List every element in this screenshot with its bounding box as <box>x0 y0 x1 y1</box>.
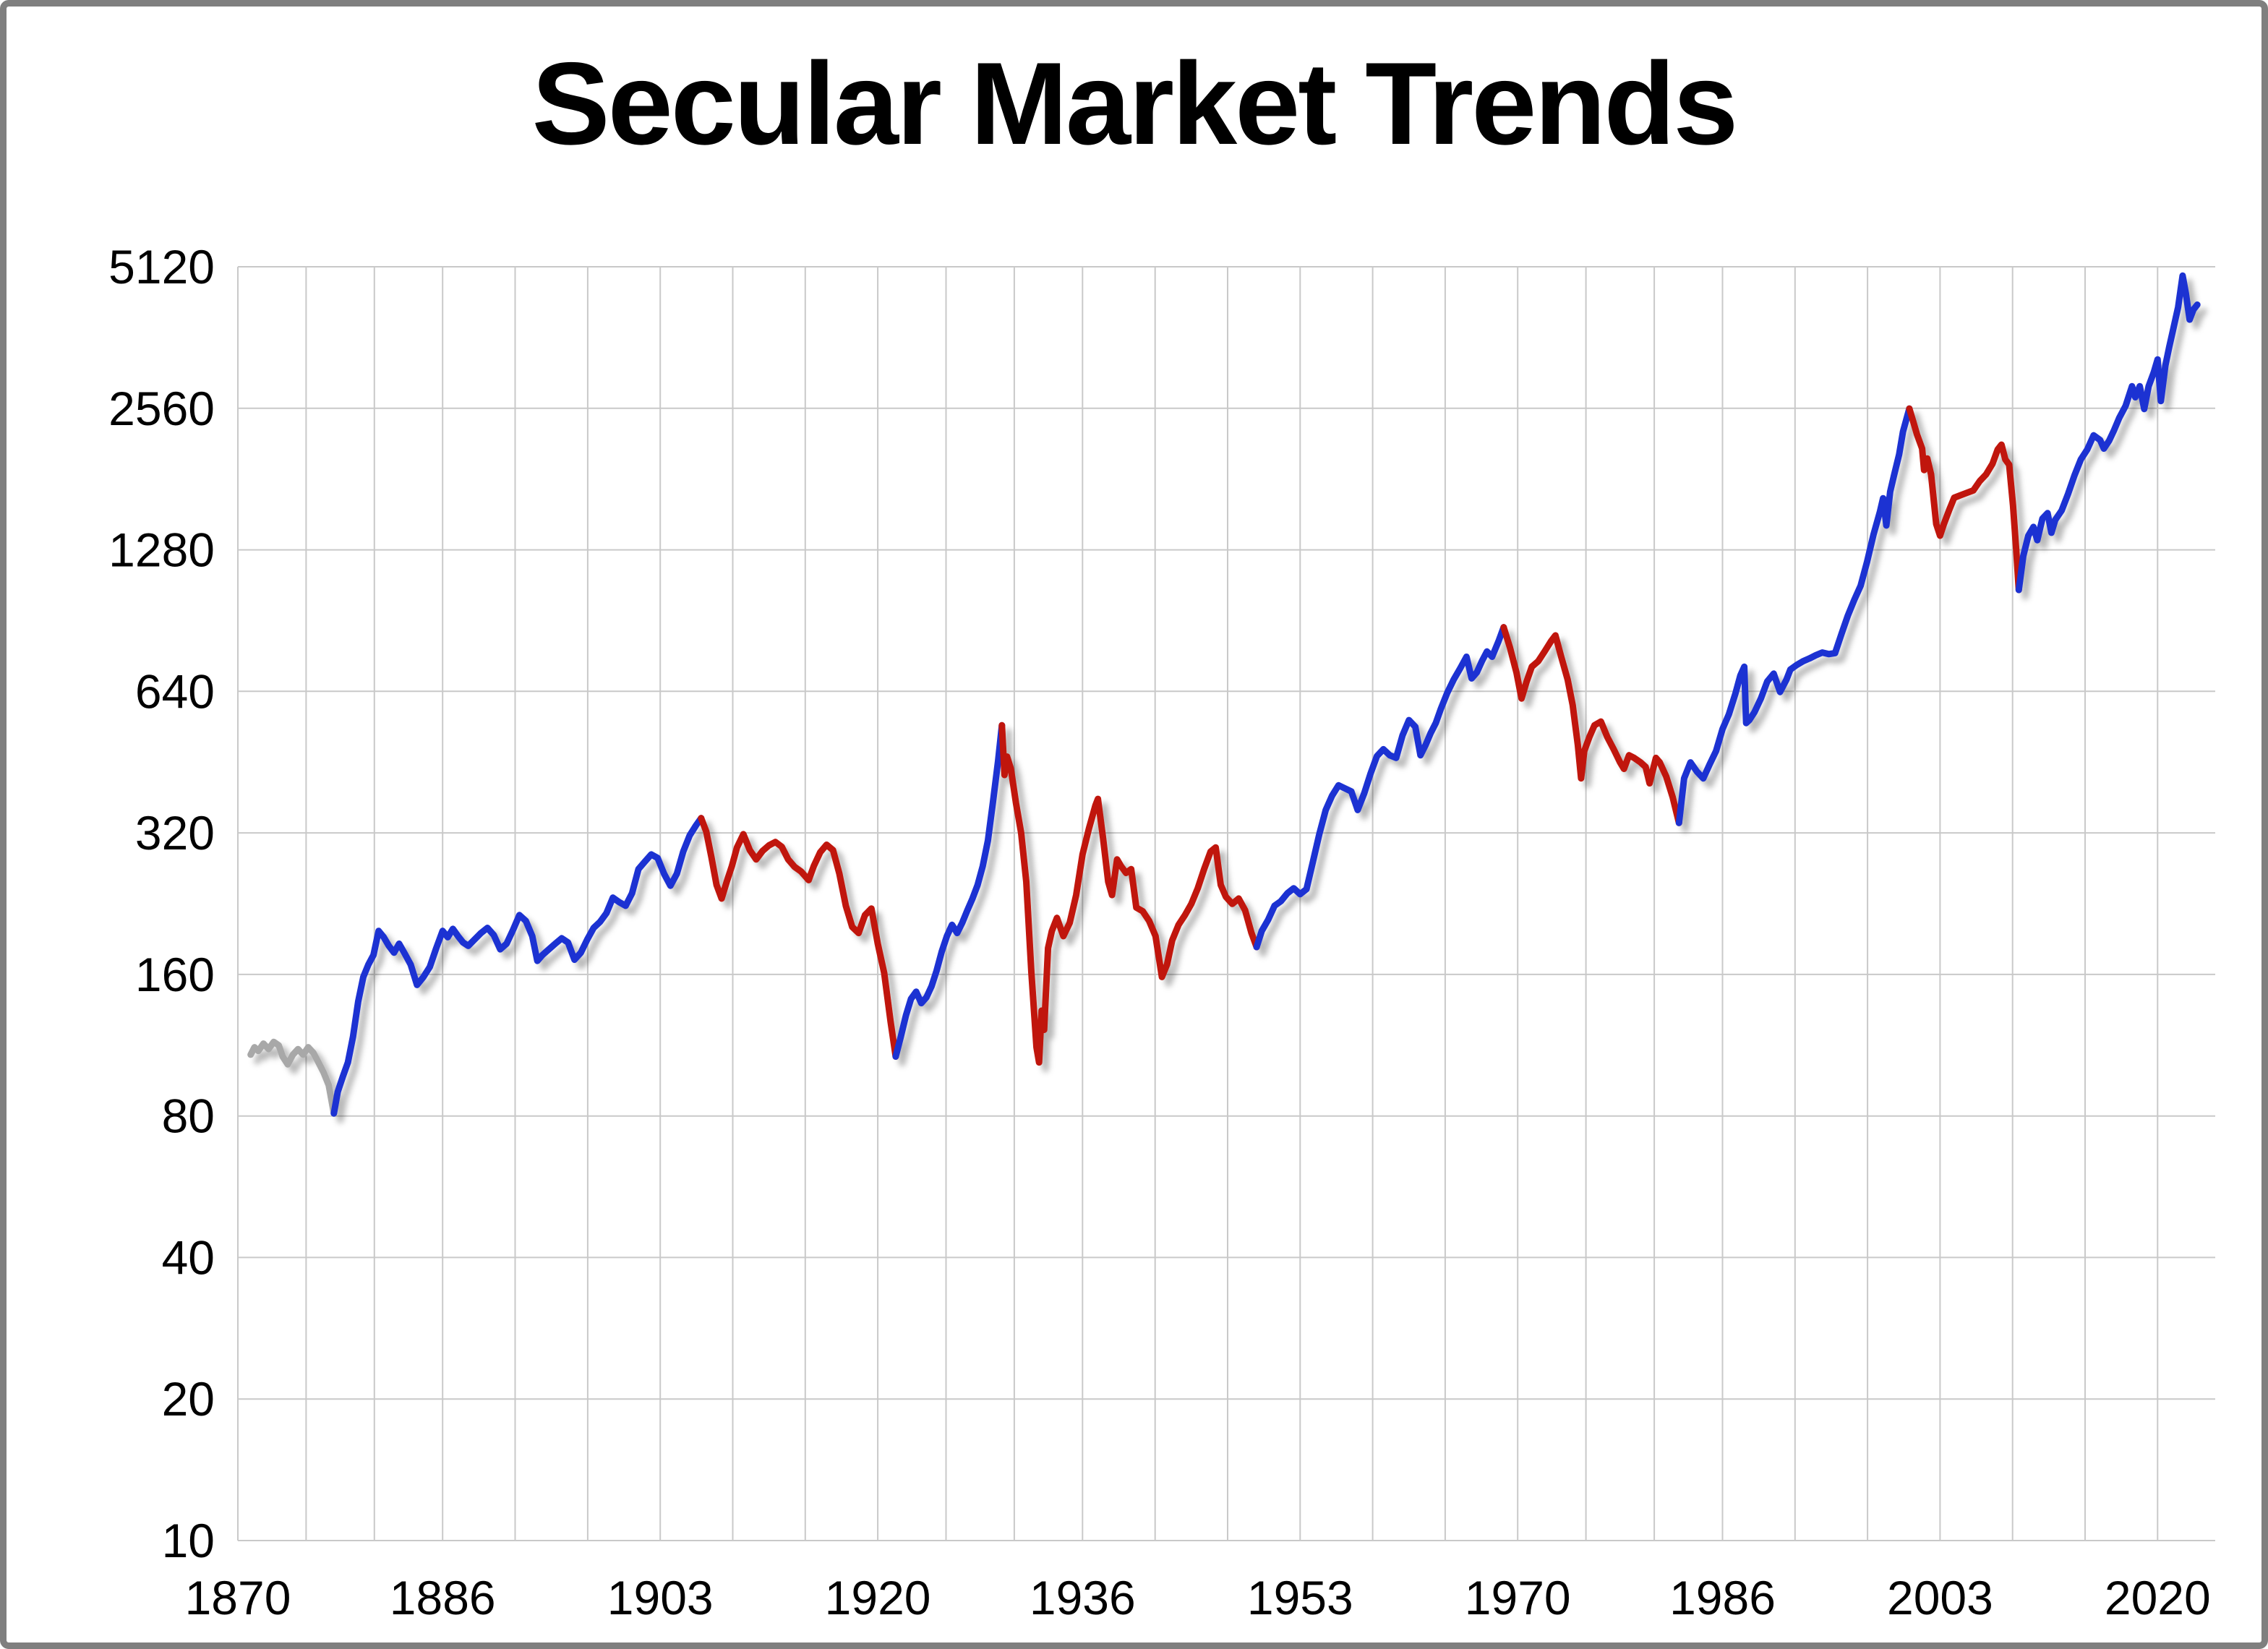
trend-segment-bull <box>892 721 1006 1060</box>
y-tick-label: 160 <box>135 948 215 1001</box>
x-tick-label: 1936 <box>1030 1571 1136 1624</box>
y-tick-label: 1280 <box>108 523 215 577</box>
x-tick-label: 1903 <box>607 1571 714 1624</box>
trend-segment-bear <box>998 721 1260 1066</box>
trend-segment-bear <box>1500 624 1682 826</box>
y-tick-label: 320 <box>135 806 215 860</box>
x-tick-label: 1870 <box>185 1571 291 1624</box>
y-tick-label: 40 <box>162 1230 215 1284</box>
trend-segment-neutral <box>247 1038 338 1117</box>
trend-segment-bull <box>1253 624 1507 951</box>
x-tick-label: 1970 <box>1465 1571 1571 1624</box>
price-line-group <box>247 272 2201 1117</box>
y-tick-label: 640 <box>135 664 215 718</box>
y-tick-label: 20 <box>162 1372 215 1426</box>
chart-canvas: 10 20 40 80 160 320 640 1280 2560 5120 1870 1886 190… <box>108 240 2215 1624</box>
chart-title: Secular Market Trends <box>531 38 1739 169</box>
y-tick-label: 2560 <box>108 382 215 435</box>
trend-segment-bull <box>1675 405 1913 826</box>
trend-segment-bear <box>698 815 899 1060</box>
y-tick-label: 10 <box>162 1514 215 1567</box>
x-tick-label: 1986 <box>1669 1571 1776 1624</box>
x-tick-label: 1886 <box>390 1571 496 1624</box>
x-tick-label: 1920 <box>825 1571 931 1624</box>
x-tick-label: 2020 <box>2105 1571 2211 1624</box>
x-tick-label: 1953 <box>1247 1571 1353 1624</box>
trend-segment-bull <box>2015 272 2201 594</box>
trend-segment-bull <box>330 815 705 1117</box>
y-tick-label: 5120 <box>108 240 215 294</box>
x-tick-label: 2003 <box>1887 1571 1993 1624</box>
trend-segment-bear <box>1906 405 2022 594</box>
y-tick-label: 80 <box>162 1089 215 1143</box>
